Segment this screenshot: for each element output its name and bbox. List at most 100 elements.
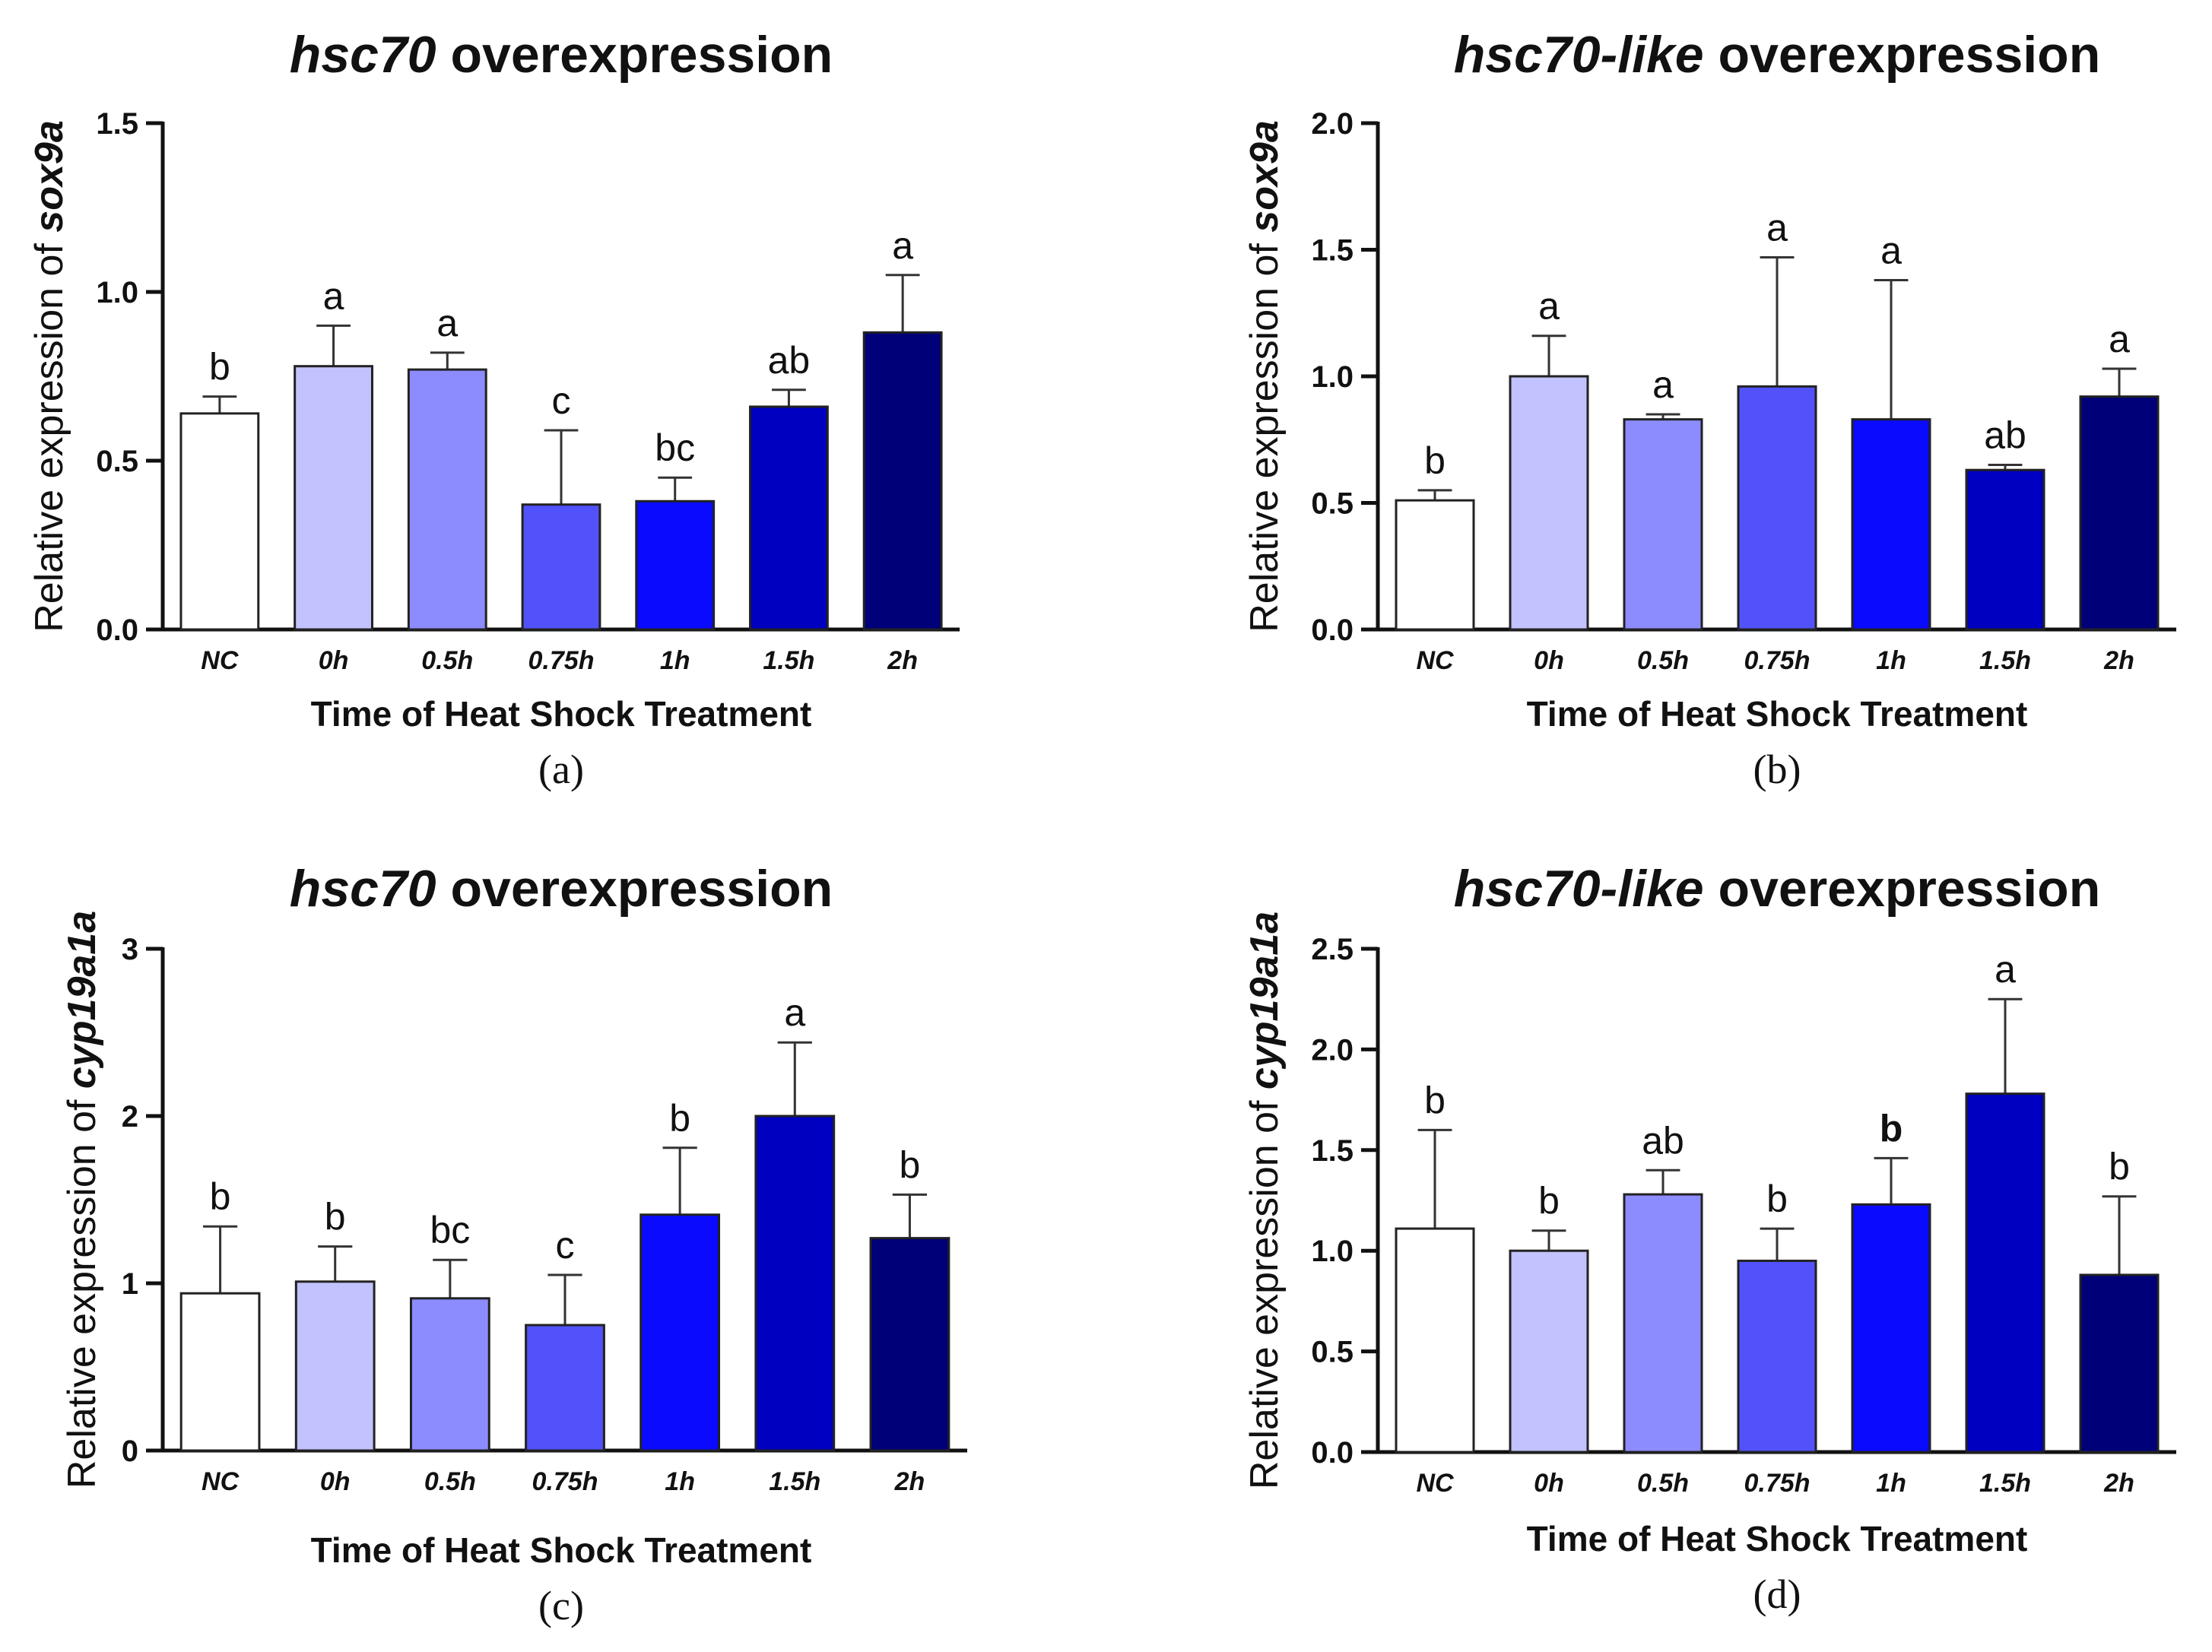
bar	[2079, 395, 2160, 631]
y-tick-label: 0	[122, 1435, 138, 1468]
bar	[1509, 375, 1589, 631]
significance-letter: a	[1538, 285, 1560, 328]
x-axis-label: Time of Heat Shock Treatment	[311, 694, 812, 734]
significance-letter: b	[900, 1143, 921, 1186]
y-axis-label-prefix: Relative expression of	[27, 233, 71, 633]
x-tick-label: NC	[201, 646, 239, 675]
bar	[635, 499, 716, 631]
bar	[1623, 1193, 1703, 1454]
significance-letter: a	[323, 274, 344, 317]
bar	[179, 1292, 261, 1452]
title-rest: overexpression	[1704, 26, 2101, 84]
x-tick-label: 1h	[660, 646, 690, 675]
x-tick-label: 0.5h	[424, 1467, 476, 1496]
y-tick-label: 0.5	[1311, 1336, 1354, 1369]
y-axis-label-gene: cyp19a1a	[60, 911, 104, 1089]
panel-caption: (a)	[538, 747, 584, 792]
panel-caption: (b)	[1753, 747, 1801, 792]
chart-title: hsc70-like overexpression	[1454, 26, 2100, 84]
x-tick-label: 1h	[665, 1467, 695, 1496]
significance-letter: a	[1766, 206, 1788, 249]
x-tick-label: 0h	[1534, 1469, 1564, 1498]
x-tick-label: 1h	[1876, 1469, 1906, 1498]
significance-letter: b	[1766, 1178, 1788, 1220]
chart-title: hsc70 overexpression	[290, 860, 833, 918]
chart-panel-a: hsc70 overexpression Relative expression …	[27, 26, 960, 792]
bar	[754, 1115, 836, 1452]
significance-letter: a	[1652, 363, 1674, 406]
bar	[525, 1324, 605, 1452]
x-tick-label: 1.5h	[1979, 646, 2031, 675]
significance-letter: a	[436, 302, 458, 344]
y-axis-label-prefix: Relative expression of	[1242, 1089, 1287, 1489]
x-tick-label: 2h	[887, 646, 918, 675]
significance-letter: b	[210, 1175, 231, 1218]
x-tick-label: 0.5h	[1637, 1469, 1689, 1498]
bar	[1737, 1259, 1817, 1454]
y-axis-label-prefix: Relative expression of	[1242, 233, 1287, 633]
bar	[1395, 1227, 1475, 1454]
y-tick-label: 2.5	[1311, 933, 1354, 966]
significance-letter: a	[784, 991, 805, 1034]
bar	[294, 365, 373, 631]
y-tick-label: 0.0	[96, 614, 138, 647]
x-tick-label: NC	[202, 1467, 240, 1496]
x-tick-label: 0.5h	[1637, 646, 1689, 675]
y-axis-label-gene: sox9a	[1242, 120, 1287, 232]
x-tick-label: 1.5h	[769, 1467, 820, 1496]
y-tick-label: 0.5	[96, 445, 138, 478]
panel-caption: (d)	[1753, 1571, 1801, 1617]
significance-letter: a	[892, 224, 913, 267]
y-tick-label: 1.0	[1311, 360, 1354, 394]
significance-letter: a	[1880, 229, 1902, 271]
x-tick-label: 1h	[1876, 646, 1906, 675]
x-tick-label: 0.5h	[421, 646, 473, 675]
panel-caption: (c)	[538, 1583, 584, 1628]
significance-letter: b	[209, 346, 230, 388]
title-gene: hsc70-like	[1454, 860, 1704, 918]
significance-letter: c	[552, 379, 571, 422]
y-axis-label-prefix: Relative expression of	[60, 1089, 104, 1489]
y-tick-label: 0.0	[1311, 1436, 1354, 1470]
chart-panel-b: hsc70-like overexpression Relative expres…	[1242, 26, 2176, 792]
significance-letter: b	[325, 1196, 346, 1238]
bar	[1623, 418, 1703, 631]
bar	[1851, 418, 1931, 631]
x-axis-label: Time of Heat Shock Treatment	[311, 1530, 812, 1570]
bar	[521, 503, 601, 631]
significance-letter: b	[1424, 1079, 1446, 1121]
chart-title: hsc70-like overexpression	[1454, 860, 2100, 918]
x-tick-label: 1.5h	[763, 646, 814, 675]
bar	[639, 1213, 721, 1452]
x-tick-label: NC	[1416, 1469, 1454, 1498]
bar	[407, 368, 487, 631]
y-tick-label: 1.0	[1311, 1235, 1354, 1268]
significance-letter: bc	[655, 426, 695, 469]
x-tick-label: 0h	[319, 646, 349, 675]
bar	[1737, 385, 1817, 631]
y-tick-label: 3	[122, 933, 138, 966]
y-tick-label: 2.0	[1311, 107, 1354, 141]
y-tick-label: 2.0	[1311, 1033, 1354, 1067]
y-tick-label: 2	[122, 1100, 138, 1134]
significance-letter: b	[1880, 1107, 1903, 1149]
y-axis-label: Relative expression of sox9a	[27, 120, 71, 633]
y-tick-label: 1.0	[96, 276, 138, 309]
x-axis-label: Time of Heat Shock Treatment	[1527, 694, 2028, 734]
x-tick-label: 2h	[2103, 646, 2134, 675]
significance-letter: b	[669, 1097, 690, 1140]
y-tick-label: 0.5	[1311, 487, 1354, 521]
bar	[294, 1280, 376, 1452]
x-tick-label: 0h	[320, 1467, 351, 1496]
x-tick-label: 0.75h	[528, 646, 595, 675]
bar	[1395, 499, 1475, 631]
bar	[2079, 1273, 2160, 1454]
significance-letter: bc	[430, 1209, 470, 1251]
x-tick-label: NC	[1416, 646, 1454, 675]
significance-letter: a	[2109, 318, 2130, 360]
bar	[862, 331, 943, 631]
y-axis-label: Relative expression of cyp19a1a	[60, 911, 104, 1489]
y-tick-label: 1	[122, 1267, 138, 1301]
x-tick-label: 0.75h	[1744, 1469, 1811, 1498]
